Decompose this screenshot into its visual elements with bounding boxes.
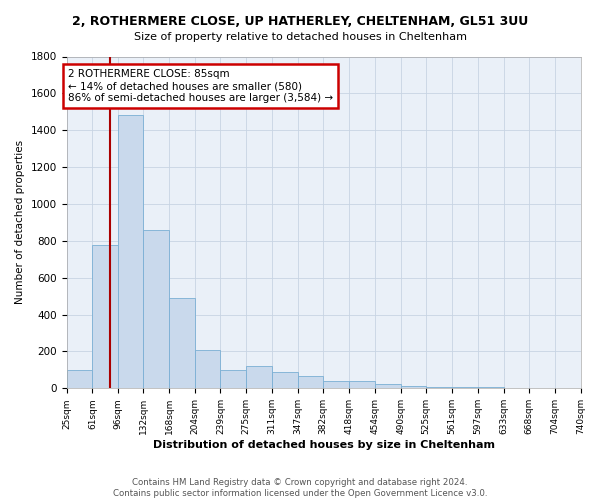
Bar [323, 381, 349, 388]
X-axis label: Distribution of detached houses by size in Cheltenham: Distribution of detached houses by size … [152, 440, 494, 450]
Text: 2, ROTHERMERE CLOSE, UP HATHERLEY, CHELTENHAM, GL51 3UU: 2, ROTHERMERE CLOSE, UP HATHERLEY, CHELT… [72, 15, 528, 28]
Bar [298, 376, 323, 388]
Bar [169, 298, 195, 388]
Bar [92, 244, 118, 388]
Bar [349, 381, 375, 388]
Bar [67, 370, 92, 388]
Bar [246, 366, 272, 388]
Bar [118, 116, 143, 388]
Bar [401, 386, 426, 388]
Bar [452, 387, 478, 388]
Bar [426, 387, 452, 388]
Bar [272, 372, 298, 388]
Y-axis label: Number of detached properties: Number of detached properties [15, 140, 25, 304]
Text: 2 ROTHERMERE CLOSE: 85sqm
← 14% of detached houses are smaller (580)
86% of semi: 2 ROTHERMERE CLOSE: 85sqm ← 14% of detac… [68, 70, 333, 102]
Bar [143, 230, 169, 388]
Text: Contains HM Land Registry data © Crown copyright and database right 2024.
Contai: Contains HM Land Registry data © Crown c… [113, 478, 487, 498]
Bar [195, 350, 220, 389]
Text: Size of property relative to detached houses in Cheltenham: Size of property relative to detached ho… [133, 32, 467, 42]
Bar [220, 370, 246, 388]
Bar [375, 384, 401, 388]
